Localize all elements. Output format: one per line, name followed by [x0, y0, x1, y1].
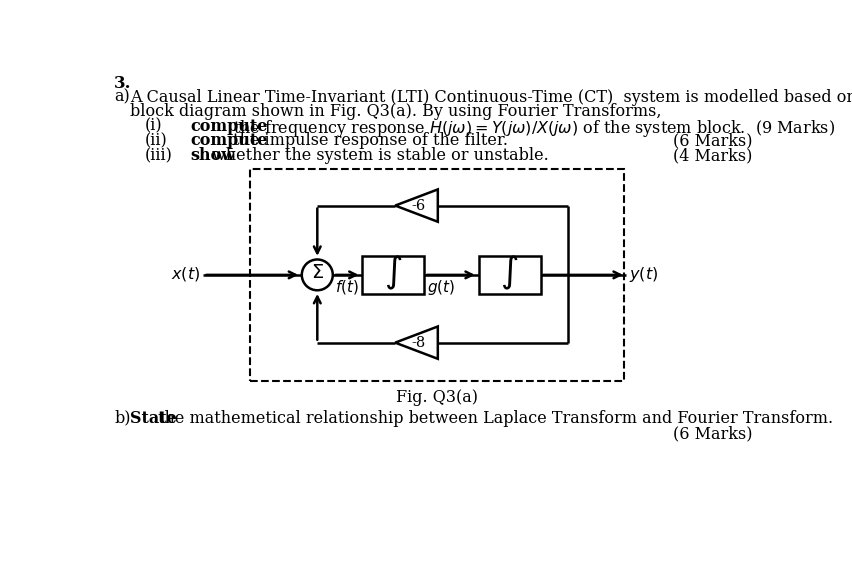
Text: b): b) — [114, 409, 130, 427]
Circle shape — [302, 259, 333, 290]
Text: (ii): (ii) — [145, 132, 168, 150]
Text: $x(t)$: $x(t)$ — [171, 265, 200, 283]
Text: block diagram shown in Fig. Q3(a). By using Fourier Transforms,: block diagram shown in Fig. Q3(a). By us… — [130, 103, 661, 120]
Text: the frequency response $H(j\omega) = Y(j\omega)/X(j\omega)$ of the system block.: the frequency response $H(j\omega) = Y(j… — [233, 118, 835, 139]
Text: 3.: 3. — [114, 75, 132, 93]
Text: $f(t)$: $f(t)$ — [335, 278, 359, 296]
Text: (iii): (iii) — [145, 147, 173, 164]
Text: compute: compute — [190, 118, 268, 135]
Text: Fig. Q3(a): Fig. Q3(a) — [395, 389, 478, 406]
Bar — [250, 170, 625, 381]
Text: (4 Marks): (4 Marks) — [673, 147, 753, 164]
Text: (i): (i) — [145, 118, 163, 135]
Text: the mathemetical relationship between Laplace Transform and Fourier Transform.: the mathemetical relationship between La… — [158, 409, 832, 427]
Text: State: State — [130, 409, 176, 427]
Text: whether the system is stable or unstable.: whether the system is stable or unstable… — [212, 147, 549, 164]
Polygon shape — [395, 190, 438, 222]
Text: (6 Marks): (6 Marks) — [673, 425, 753, 442]
Text: (6 Marks): (6 Marks) — [673, 132, 753, 150]
Bar — [479, 256, 540, 294]
Text: $\int$: $\int$ — [500, 254, 519, 292]
Text: $g(t)$: $g(t)$ — [427, 278, 455, 297]
Polygon shape — [395, 327, 438, 359]
Bar — [362, 256, 424, 294]
Text: $\Sigma$: $\Sigma$ — [311, 264, 324, 282]
Text: the impulse response of the filter.: the impulse response of the filter. — [233, 132, 508, 150]
Text: a): a) — [114, 89, 130, 106]
Text: A Causal Linear Time-Invariant (LTI) Continuous-Time (CT)  system is modelled ba: A Causal Linear Time-Invariant (LTI) Con… — [130, 89, 852, 106]
Text: $y(t)$: $y(t)$ — [629, 264, 658, 284]
Text: -6: -6 — [412, 199, 426, 212]
Text: show: show — [190, 147, 235, 164]
Text: -8: -8 — [412, 336, 426, 349]
Text: $\int$: $\int$ — [384, 254, 402, 292]
Text: compute: compute — [190, 132, 268, 150]
